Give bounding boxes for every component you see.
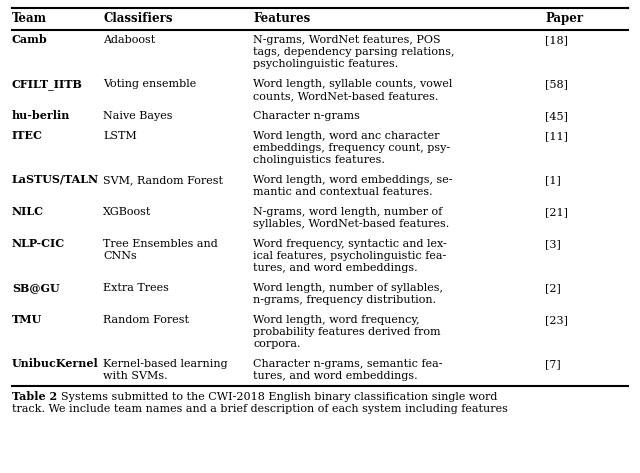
Text: corpora.: corpora. — [253, 339, 301, 349]
Text: SB@GU: SB@GU — [12, 282, 60, 293]
Text: LSTM: LSTM — [103, 131, 137, 141]
Text: probability features derived from: probability features derived from — [253, 327, 440, 337]
Text: psycholinguistic features.: psycholinguistic features. — [253, 59, 398, 69]
Text: counts, WordNet-based features.: counts, WordNet-based features. — [253, 91, 438, 101]
Text: Word length, syllable counts, vowel: Word length, syllable counts, vowel — [253, 79, 452, 89]
Text: XGBoost: XGBoost — [103, 207, 152, 217]
Text: Features: Features — [253, 12, 310, 26]
Text: SVM, Random Forest: SVM, Random Forest — [103, 175, 223, 185]
Text: Word length, word frequency,: Word length, word frequency, — [253, 315, 420, 325]
Text: UnibucKernel: UnibucKernel — [12, 358, 99, 369]
Text: Tree Ensembles and: Tree Ensembles and — [103, 239, 218, 249]
Text: Kernel-based learning: Kernel-based learning — [103, 359, 228, 369]
Text: [1]: [1] — [545, 175, 561, 185]
Text: Adaboost: Adaboost — [103, 35, 156, 45]
Text: Word length, number of syllables,: Word length, number of syllables, — [253, 283, 443, 293]
Text: ical features, psycholinguistic fea-: ical features, psycholinguistic fea- — [253, 251, 446, 261]
Text: [7]: [7] — [545, 359, 561, 369]
Text: Random Forest: Random Forest — [103, 315, 189, 325]
Text: n-grams, frequency distribution.: n-grams, frequency distribution. — [253, 295, 436, 305]
Text: Word length, word embeddings, se-: Word length, word embeddings, se- — [253, 175, 452, 185]
Text: tags, dependency parsing relations,: tags, dependency parsing relations, — [253, 47, 454, 57]
Text: syllables, WordNet-based features.: syllables, WordNet-based features. — [253, 219, 449, 229]
Text: tures, and word embeddings.: tures, and word embeddings. — [253, 371, 418, 381]
Text: track. We include team names and a brief description of each system including fe: track. We include team names and a brief… — [12, 404, 508, 414]
Text: Voting ensemble: Voting ensemble — [103, 79, 196, 89]
Text: [18]: [18] — [545, 35, 568, 45]
Text: CFILT_IITB: CFILT_IITB — [12, 79, 83, 90]
Text: Extra Trees: Extra Trees — [103, 283, 169, 293]
Text: [23]: [23] — [545, 315, 568, 325]
Text: Character n-grams: Character n-grams — [253, 111, 360, 121]
Text: Table 2: Table 2 — [12, 391, 57, 402]
Text: [11]: [11] — [545, 131, 568, 141]
Text: N-grams, word length, number of: N-grams, word length, number of — [253, 207, 442, 217]
Text: N-grams, WordNet features, POS: N-grams, WordNet features, POS — [253, 35, 440, 45]
Text: Word frequency, syntactic and lex-: Word frequency, syntactic and lex- — [253, 239, 447, 249]
Text: NILC: NILC — [12, 206, 44, 217]
Text: Word length, word anc character: Word length, word anc character — [253, 131, 440, 141]
Text: TMU: TMU — [12, 314, 42, 325]
Text: Team: Team — [12, 12, 47, 26]
Text: with SVMs.: with SVMs. — [103, 371, 168, 381]
Text: Paper: Paper — [545, 12, 583, 26]
Text: mantic and contextual features.: mantic and contextual features. — [253, 187, 433, 197]
Text: Classifiers: Classifiers — [103, 12, 173, 26]
Text: tures, and word embeddings.: tures, and word embeddings. — [253, 263, 418, 273]
Text: Naive Bayes: Naive Bayes — [103, 111, 173, 121]
Text: [2]: [2] — [545, 283, 561, 293]
Text: Systems submitted to the CWI-2018 English binary classification single word: Systems submitted to the CWI-2018 Englis… — [54, 392, 497, 402]
Text: [3]: [3] — [545, 239, 561, 249]
Text: [45]: [45] — [545, 111, 568, 121]
Text: embeddings, frequency count, psy-: embeddings, frequency count, psy- — [253, 143, 450, 153]
Text: [21]: [21] — [545, 207, 568, 217]
Text: Character n-grams, semantic fea-: Character n-grams, semantic fea- — [253, 359, 442, 369]
Text: [58]: [58] — [545, 79, 568, 89]
Text: Camb: Camb — [12, 34, 48, 45]
Text: NLP-CIC: NLP-CIC — [12, 238, 65, 249]
Text: ITEC: ITEC — [12, 130, 43, 141]
Text: cholinguistics features.: cholinguistics features. — [253, 155, 385, 165]
Text: hu-berlin: hu-berlin — [12, 110, 70, 121]
Text: CNNs: CNNs — [103, 251, 137, 261]
Text: LaSTUS/TALN: LaSTUS/TALN — [12, 174, 99, 185]
